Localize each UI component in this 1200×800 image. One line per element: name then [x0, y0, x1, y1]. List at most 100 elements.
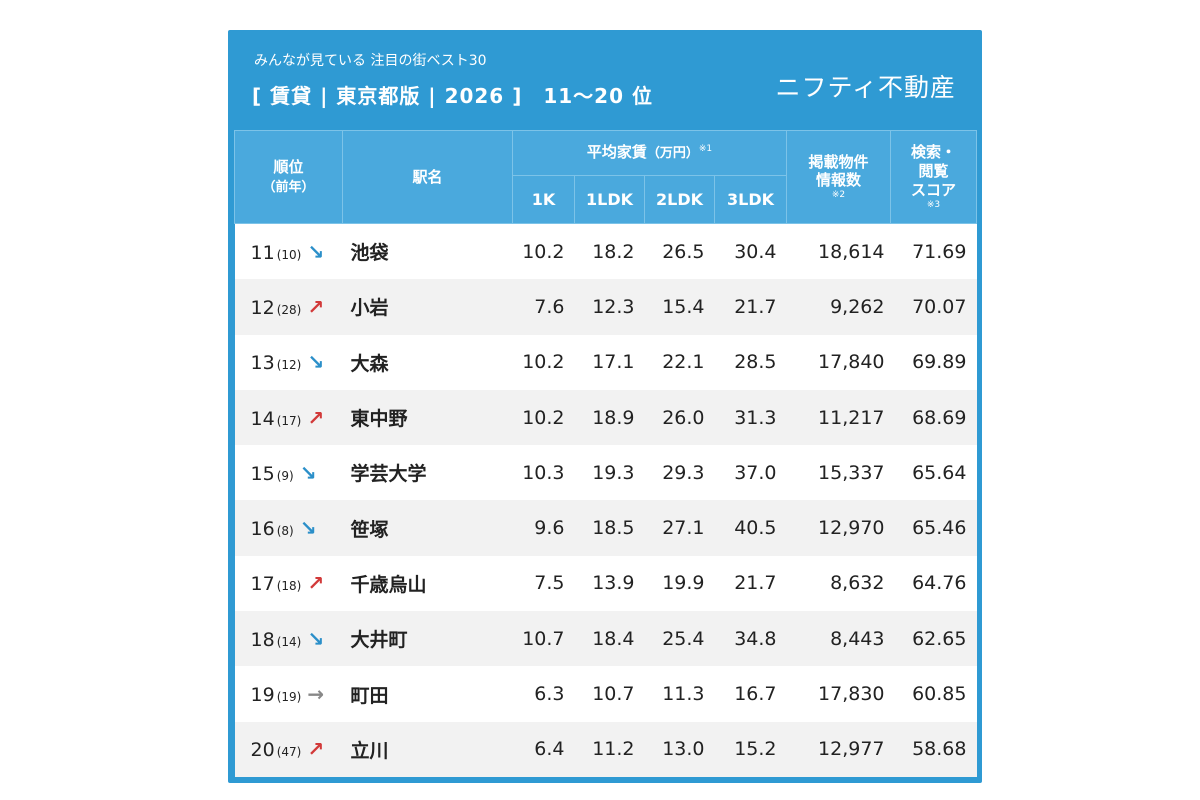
table-row: 12 (28) ↗ 小岩 7.6 12.3 15.4 21.7 9,262 70.07: [234, 279, 977, 335]
previous-rank: (18): [276, 579, 302, 594]
table-row: 11 (10) ↘ 池袋 10.2 18.2 26.5 30.4 18,614 71.69: [234, 223, 977, 280]
rent-2ldk: 26.0: [644, 389, 715, 446]
search-score: 60.85: [890, 666, 977, 722]
rent-3ldk: 21.7: [714, 555, 787, 612]
listings-count: 11,217: [786, 389, 891, 446]
rent-1ldk: 18.9: [574, 389, 645, 446]
rank-header: 順位 （前年）: [234, 130, 343, 224]
rent-1k: 6.3: [512, 666, 575, 722]
rent-3ldk: 30.4: [714, 223, 787, 280]
rent-1k: 10.2: [512, 334, 575, 390]
search-score: 64.76: [890, 555, 977, 612]
station-name: 大井町: [342, 611, 513, 667]
rent-3ldk: 16.7: [714, 666, 787, 722]
listings-count: 17,840: [786, 334, 891, 390]
rank-cell: 15 (9) ↘: [234, 445, 343, 501]
rent-3ldk: 40.5: [714, 500, 787, 556]
previous-rank: (9): [276, 468, 294, 483]
station-name: 学芸大学: [342, 445, 513, 501]
trend-arrow-icon: ↘: [307, 350, 325, 375]
rent-1ldk: 19.3: [574, 445, 645, 501]
station-name: 町田: [342, 666, 513, 722]
rent-3ldk: 28.5: [714, 334, 787, 390]
rent-1k: 6.4: [512, 721, 575, 777]
rent-1ldk: 12.3: [574, 279, 645, 335]
rank-number: 20: [250, 739, 275, 762]
score-header: 検索・ 閲覧 スコア ※3: [890, 130, 977, 224]
station-name: 立川: [342, 721, 513, 777]
listings-count: 12,970: [786, 500, 891, 556]
trend-arrow-icon: ↘: [299, 516, 317, 541]
rank-cell: 18 (14) ↘: [234, 611, 343, 667]
previous-rank: (19): [276, 690, 302, 705]
table-row: 18 (14) ↘ 大井町 10.7 18.4 25.4 34.8 8,443 62.65: [234, 611, 977, 667]
rent-2ldk: 26.5: [644, 223, 715, 280]
rank-cell: 20 (47) ↗: [234, 721, 343, 777]
listings-header: 掲載物件 情報数 ※2: [786, 130, 891, 224]
rank-cell: 13 (12) ↘: [234, 334, 343, 390]
table-row: 16 (8) ↘ 笹塚 9.6 18.5 27.1 40.5 12,970 65.46: [234, 500, 977, 556]
rent-3ldk: 34.8: [714, 611, 787, 667]
rent-1ldk: 18.4: [574, 611, 645, 667]
table-row: 15 (9) ↘ 学芸大学 10.3 19.3 29.3 37.0 15,337 65.64: [234, 445, 977, 501]
trend-arrow-icon: ↗: [307, 405, 325, 430]
trend-arrow-icon: ↘: [299, 460, 317, 485]
ranking-table: 順位 （前年） 駅名 平均家賃（万円）※1 掲載物件 情報数 ※2 検索・ 閲覧…: [234, 130, 977, 777]
trend-arrow-icon: ↗: [307, 737, 325, 762]
listings-count: 12,977: [786, 721, 891, 777]
trend-arrow-icon: ↗: [307, 294, 325, 319]
rank-number: 18: [250, 628, 275, 651]
rent-1ldk: 13.9: [574, 555, 645, 612]
rent-1k: 10.2: [512, 389, 575, 446]
previous-rank: (28): [276, 302, 302, 317]
rent-3ldk: 37.0: [714, 445, 787, 501]
rent-1ldk: 17.1: [574, 334, 645, 390]
search-score: 68.69: [890, 389, 977, 446]
rent-1k: 10.2: [512, 223, 575, 280]
rent-1ldk: 18.2: [574, 223, 645, 280]
previous-rank: (17): [276, 413, 302, 428]
ranking-subtitle: みんなが見ている 注目の街ベスト30: [254, 53, 487, 69]
rank-cell: 14 (17) ↗: [234, 389, 343, 446]
rent-1ldk-header: 1LDK: [574, 175, 645, 224]
rent-3ldk: 31.3: [714, 389, 787, 446]
station-name: 笹塚: [342, 500, 513, 556]
trend-arrow-icon: ↘: [307, 239, 325, 264]
rank-number: 14: [250, 407, 275, 430]
search-score: 70.07: [890, 279, 977, 335]
search-score: 65.46: [890, 500, 977, 556]
rent-1k: 10.7: [512, 611, 575, 667]
listings-count: 18,614: [786, 223, 891, 280]
rent-2ldk: 25.4: [644, 611, 715, 667]
rank-cell: 19 (19) →: [234, 666, 343, 722]
rent-3ldk-header: 3LDK: [714, 175, 787, 224]
search-score: 71.69: [890, 223, 977, 280]
rank-cell: 16 (8) ↘: [234, 500, 343, 556]
station-name: 大森: [342, 334, 513, 390]
search-score: 65.64: [890, 445, 977, 501]
previous-rank: (8): [276, 524, 294, 539]
rank-number: 16: [250, 518, 275, 541]
rent-2ldk-header: 2LDK: [644, 175, 715, 224]
previous-rank: (12): [276, 358, 302, 373]
previous-rank: (10): [276, 247, 302, 262]
trend-arrow-icon: ↘: [307, 626, 325, 651]
rank-cell: 17 (18) ↗: [234, 555, 343, 612]
rent-2ldk: 22.1: [644, 334, 715, 390]
listings-count: 8,443: [786, 611, 891, 667]
rank-number: 15: [250, 462, 275, 485]
rent-1k: 9.6: [512, 500, 575, 556]
listings-count: 9,262: [786, 279, 891, 335]
rent-1ldk: 11.2: [574, 721, 645, 777]
rent-2ldk: 11.3: [644, 666, 715, 722]
listings-count: 15,337: [786, 445, 891, 501]
ranking-card: みんなが見ている 注目の街ベスト30 [ 賃貸 | 東京都版 | 2026 ] …: [228, 30, 982, 783]
table-row: 19 (19) → 町田 6.3 10.7 11.3 16.7 17,830 60.85: [234, 666, 977, 722]
search-score: 69.89: [890, 334, 977, 390]
listings-count: 17,830: [786, 666, 891, 722]
rent-1ldk: 18.5: [574, 500, 645, 556]
rent-2ldk: 13.0: [644, 721, 715, 777]
rank-cell: 11 (10) ↘: [234, 223, 343, 280]
station-name: 千歳烏山: [342, 555, 513, 612]
rank-number: 11: [250, 241, 275, 264]
